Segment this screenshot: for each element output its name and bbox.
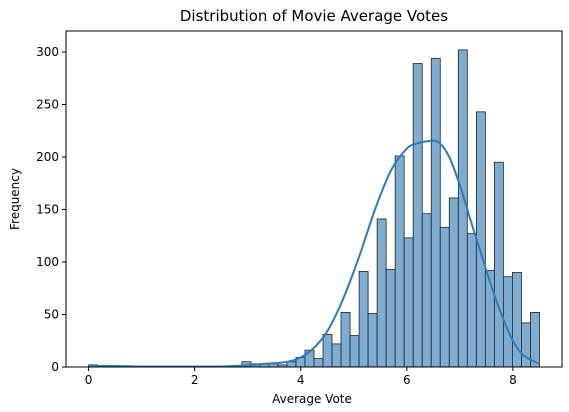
histogram-bar — [358, 271, 369, 368]
plot-frame — [65, 30, 563, 368]
histogram-bar — [448, 197, 459, 368]
histogram-bar — [521, 322, 531, 368]
y-tick-label: 250 — [36, 98, 59, 112]
histogram-bar — [322, 334, 333, 368]
chart-title: Distribution of Movie Average Votes — [180, 7, 448, 25]
histogram-bar — [439, 226, 450, 368]
y-tick-label: 200 — [36, 150, 59, 164]
x-tick-label: 8 — [509, 373, 517, 387]
y-axis-label: Frequency — [8, 168, 22, 230]
histogram-bar — [475, 111, 486, 368]
y-axis: 0 50 100 150 200 250 300 — [36, 45, 66, 374]
y-tick-label: 100 — [36, 255, 59, 269]
histogram-bar — [385, 268, 396, 368]
histogram-bar — [412, 63, 423, 368]
histogram-bar — [331, 343, 342, 368]
histogram-bar — [493, 161, 504, 368]
histogram-bar — [457, 49, 468, 368]
histogram-bar — [340, 311, 351, 368]
histogram-bar — [367, 313, 378, 368]
histogram-bar — [421, 213, 432, 368]
x-axis: 0 2 4 6 8 — [85, 367, 517, 387]
y-tick-label: 150 — [36, 203, 59, 217]
x-tick-label: 0 — [85, 373, 93, 387]
histogram-bar — [430, 57, 441, 368]
histogram-bar — [313, 358, 324, 368]
y-tick-label: 300 — [36, 45, 59, 59]
x-tick-label: 6 — [403, 373, 411, 387]
bars-layer — [88, 49, 540, 368]
histogram-bar — [466, 233, 477, 368]
y-tick-label: 0 — [51, 360, 59, 374]
x-tick-label: 2 — [191, 373, 199, 387]
y-tick-label: 50 — [44, 308, 59, 322]
histogram-bar — [349, 335, 360, 368]
histogram-bar — [376, 218, 387, 368]
histogram-bar — [394, 155, 405, 368]
histogram-bar — [403, 237, 414, 368]
histogram-bar — [530, 311, 540, 368]
x-axis-label: Average Vote — [272, 392, 352, 406]
x-tick-label: 4 — [297, 373, 305, 387]
histogram-bar — [484, 269, 495, 368]
